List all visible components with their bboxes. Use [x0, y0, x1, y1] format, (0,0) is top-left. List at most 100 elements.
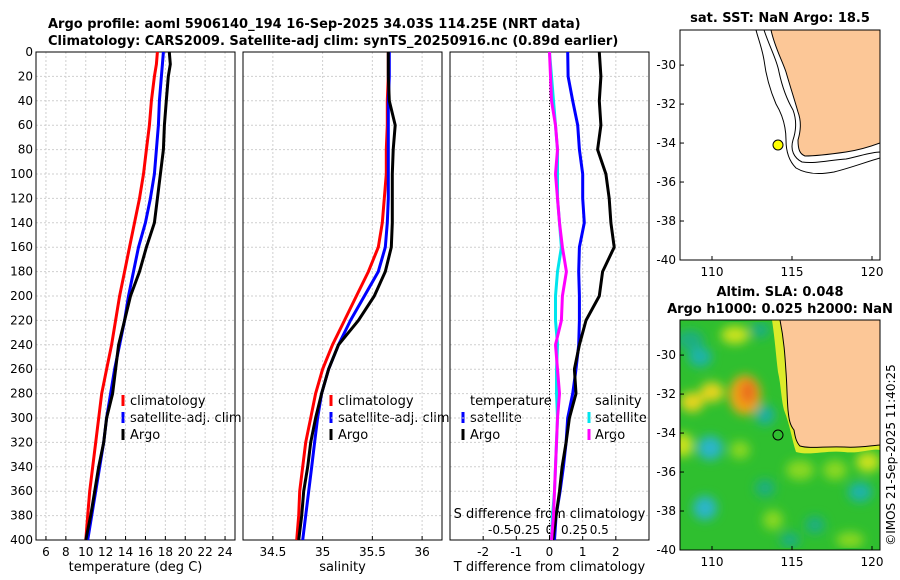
xtick-label-temperature: 10 [78, 545, 93, 559]
xlabel-salinity: salinity [319, 560, 366, 575]
ytick-label: 260 [10, 362, 33, 376]
series-salinity-argo [297, 52, 397, 541]
ytick-label: 400 [10, 533, 33, 547]
ytick-label: 0 [25, 45, 33, 59]
xtick-label-difference: 1 [579, 545, 587, 559]
series-difference-salinity-argo [548, 51, 568, 541]
imos-stamp: ©IMOS 21-Sep-2025 11:40:25 [884, 364, 898, 546]
series-temperature-argo [84, 51, 172, 541]
legend-temp-clim-label: climatology [130, 394, 206, 409]
legend-sal-clim-label: climatology [338, 394, 414, 409]
xtick-label-temperature: 16 [138, 545, 153, 559]
ytick-label: 380 [10, 509, 33, 523]
legend-sal-argo-label: Argo [338, 428, 368, 443]
sst-coastline [770, 30, 880, 157]
sst-map-area [755, 30, 880, 175]
sst-lon-label: 120 [861, 265, 884, 279]
legend-tdiff-title: temperature [470, 394, 552, 409]
xtick-label-salinity: 36 [414, 545, 429, 559]
axes-frame-temperature [35, 51, 236, 541]
ytick-label: 120 [10, 191, 33, 205]
legend-sdiff-sat-label: satellite [595, 411, 647, 426]
x2tick-label: 0.5 [590, 523, 609, 537]
xtick-label-salinity: 35 [315, 545, 330, 559]
xtick-label-temperature: 20 [178, 545, 193, 559]
sla-lat-label: -32 [656, 387, 676, 401]
sla-lat-label: -30 [656, 348, 676, 362]
ytick-label: 340 [10, 460, 33, 474]
figure-title-line1: Argo profile: aoml 5906140_194 16-Sep-20… [48, 17, 581, 32]
sla-anomaly-field [680, 320, 880, 550]
sst-lat-label: -40 [656, 253, 676, 267]
sst-lon-label: 115 [781, 265, 804, 279]
x2tick-label: -0.5 [488, 523, 511, 537]
x2tick-label: 0 [546, 523, 554, 537]
xtick-label-temperature: 18 [158, 545, 173, 559]
ytick-label: 240 [10, 338, 33, 352]
legend-tdiff-argo-label: Argo [470, 428, 500, 443]
xtick-label-difference: -2 [477, 545, 489, 559]
sla-lon-label: 115 [781, 555, 804, 569]
sst-map-frame [679, 29, 881, 261]
sst-lat-label: -34 [656, 136, 676, 150]
legend-sdiff: salinity satellite Argo [587, 394, 647, 443]
ytick-label: 40 [18, 94, 33, 108]
xtick-label-temperature: 22 [198, 545, 213, 559]
ytick-label: 280 [10, 387, 33, 401]
xtick-label-salinity: 34.5 [259, 545, 286, 559]
sla-lon-label: 120 [861, 555, 884, 569]
sla-map-title-line2: Argo h1000: 0.025 h2000: NaN [667, 302, 893, 317]
x2label: S difference from climatology [454, 507, 646, 522]
legend-sdiff-argo-label: Argo [595, 428, 625, 443]
ytick-label: 20 [18, 69, 33, 83]
sla-map-frame [679, 319, 881, 551]
xtick-label-difference: 0 [546, 545, 554, 559]
sst-lat-label: -36 [656, 175, 676, 189]
series-temperature-climatology [84, 51, 159, 541]
ytick-label: 320 [10, 435, 33, 449]
ytick-label: 140 [10, 216, 33, 230]
sst-argo-marker [772, 139, 784, 151]
ytick-label: 100 [10, 167, 33, 181]
sst-lat-label: -30 [656, 58, 676, 72]
legend-salinity: climatology satellite-adj. clim Argo [329, 394, 450, 443]
ytick-label: 60 [18, 118, 33, 132]
ytick-label: 80 [18, 143, 33, 157]
sst-lat-label: -32 [656, 97, 676, 111]
legend-sdiff-title: salinity [595, 394, 642, 409]
xtick-label-temperature: 24 [217, 545, 232, 559]
xtick-label-difference: -1 [510, 545, 522, 559]
sla-lat-label: -38 [656, 504, 676, 518]
legend-temp-argo-label: Argo [130, 428, 160, 443]
ytick-label: 160 [10, 240, 33, 254]
legend-sal-sat-label: satellite-adj. clim [338, 411, 450, 426]
series-salinity-satellite-adj-clim [301, 52, 391, 541]
xlabel-temperature: temperature (deg C) [69, 560, 203, 575]
xtick-label-temperature: 14 [118, 545, 133, 559]
x2tick-label: 0.25 [561, 523, 588, 537]
sst-lon-label: 110 [701, 265, 724, 279]
figure-title-line2: Climatology: CARS2009. Satellite-adj cli… [48, 34, 618, 49]
sla-lat-label: -36 [656, 465, 676, 479]
sla-lat-label: -40 [656, 543, 676, 557]
ytick-label: 300 [10, 411, 33, 425]
xtick-label-temperature: 12 [98, 545, 113, 559]
ytick-label: 200 [10, 289, 33, 303]
ytick-label: 180 [10, 265, 33, 279]
xtick-label-salinity: 35.5 [359, 545, 386, 559]
sla-lon-label: 110 [701, 555, 724, 569]
sla-coastline [779, 320, 880, 448]
sla-argo-marker [772, 429, 784, 441]
sla-lat-label: -34 [656, 426, 676, 440]
sst-map-title: sat. SST: NaN Argo: 18.5 [690, 11, 870, 26]
series-difference-temperature-argo [551, 51, 616, 541]
xtick-label-temperature: 6 [42, 545, 50, 559]
sst-lat-label: -38 [656, 214, 676, 228]
axes-frame-salinity [242, 51, 443, 541]
sla-map-title-line1: Altim. SLA: 0.048 [717, 285, 844, 300]
xtick-label-difference: 2 [612, 545, 620, 559]
xtick-label-temperature: 8 [62, 545, 70, 559]
ytick-label: 220 [10, 313, 33, 327]
ytick-label: 360 [10, 484, 33, 498]
